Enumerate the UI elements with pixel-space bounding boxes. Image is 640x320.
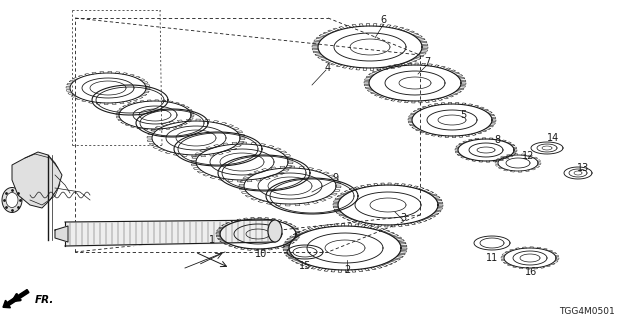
Text: 3: 3 bbox=[400, 213, 406, 223]
Ellipse shape bbox=[268, 220, 282, 242]
Polygon shape bbox=[55, 226, 68, 242]
Text: 6: 6 bbox=[380, 15, 386, 25]
Polygon shape bbox=[12, 152, 62, 208]
Text: 1: 1 bbox=[209, 235, 215, 245]
Text: 12: 12 bbox=[522, 151, 534, 161]
Text: 2: 2 bbox=[344, 265, 350, 275]
Ellipse shape bbox=[6, 193, 18, 207]
Text: 4: 4 bbox=[325, 63, 331, 73]
Text: 13: 13 bbox=[577, 163, 589, 173]
Text: 11: 11 bbox=[486, 253, 498, 263]
Ellipse shape bbox=[2, 188, 22, 212]
Text: 16: 16 bbox=[525, 267, 537, 277]
FancyArrow shape bbox=[3, 290, 29, 308]
Text: 14: 14 bbox=[547, 133, 559, 143]
Text: 15: 15 bbox=[299, 261, 311, 271]
Text: 9: 9 bbox=[332, 173, 338, 183]
Text: FR.: FR. bbox=[35, 295, 54, 305]
Text: TGG4M0501: TGG4M0501 bbox=[559, 308, 615, 316]
Text: 7: 7 bbox=[424, 57, 430, 67]
Text: 10: 10 bbox=[255, 249, 267, 259]
Text: 8: 8 bbox=[494, 135, 500, 145]
Text: 5: 5 bbox=[460, 110, 466, 120]
